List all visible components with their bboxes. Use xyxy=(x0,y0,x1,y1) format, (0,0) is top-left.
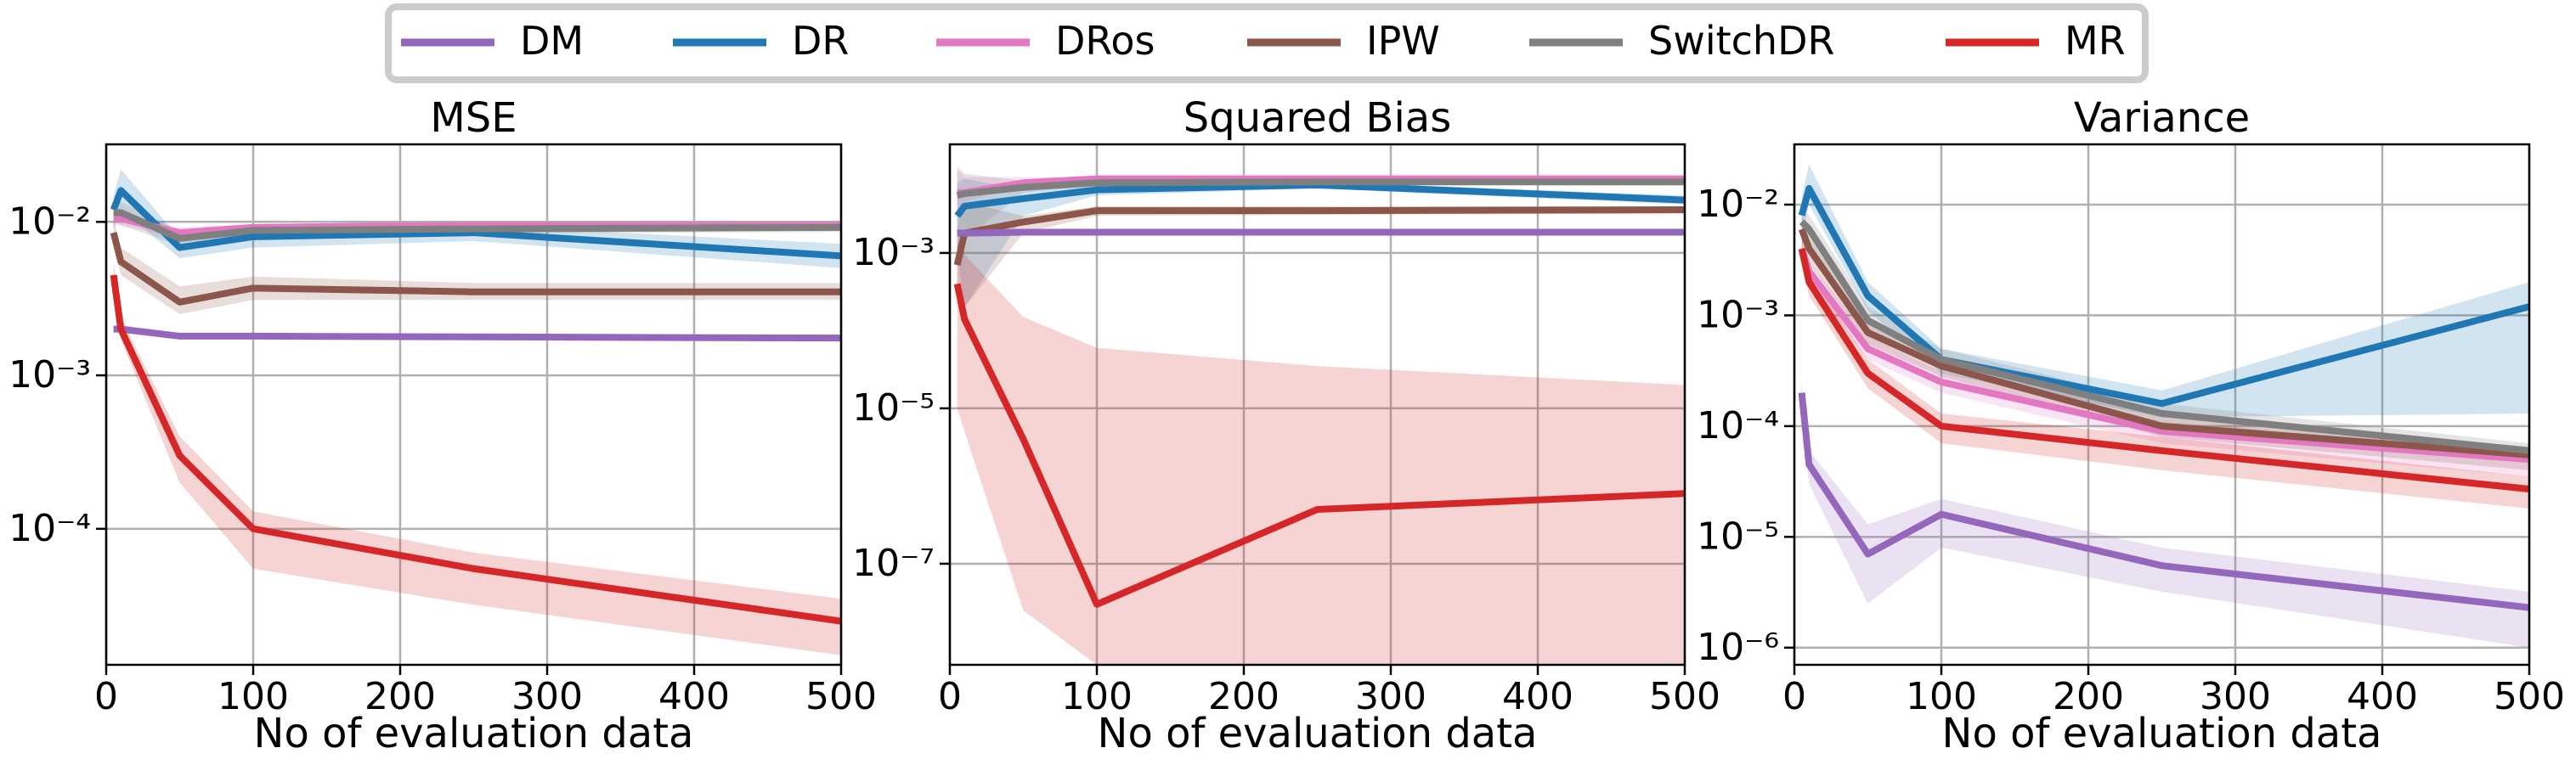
x-tick-label: 100 xyxy=(1906,675,1977,718)
plot-frame xyxy=(1793,143,2531,667)
series-line-mr xyxy=(953,283,1685,608)
x-tick-label: 300 xyxy=(511,675,583,718)
y-tick-label: 10⁻⁴ xyxy=(8,507,91,550)
panel-variance: 0 100 200 300 400 500 10⁻² 10⁻³ 10⁻⁴ 10⁻⁵ 10⁻⁶ Vari… xyxy=(1697,94,2565,757)
legend-label-dm: DM xyxy=(520,18,584,64)
x-axis-label: No of evaluation data xyxy=(1942,710,2382,757)
y-tick-label: 10⁻⁴ xyxy=(1697,404,1779,447)
band-mr xyxy=(957,244,1685,665)
series-line-ipw xyxy=(1798,228,2529,458)
x-axis: 0 100 200 300 400 500 xyxy=(94,665,877,718)
panel-title: MSE xyxy=(430,94,517,142)
series-line-dr xyxy=(954,181,1685,218)
legend-item-dros: DRos xyxy=(936,18,1155,64)
y-tick-label: 10⁻⁷ xyxy=(852,542,935,585)
x-tick-label: 100 xyxy=(217,675,289,718)
confidence-bands xyxy=(957,166,1685,665)
series-lines xyxy=(953,175,1685,608)
series-line-ipw xyxy=(953,206,1685,266)
legend-item-dm: DM xyxy=(401,18,584,64)
y-tick-label: 10⁻³ xyxy=(852,231,935,274)
x-tick-label: 300 xyxy=(1355,675,1426,718)
legend-item-ipw: IPW xyxy=(1247,18,1440,64)
x-axis: 0 100 200 300 400 500 xyxy=(938,665,1720,718)
panel-title: Squared Bias xyxy=(1183,94,1451,142)
x-tick-label: 0 xyxy=(1782,675,1806,718)
legend-item-dr: DR xyxy=(673,18,849,64)
x-tick-label: 100 xyxy=(1061,675,1133,718)
panel-squared-bias: 0 100 200 300 400 500 10⁻³ 10⁻⁵ 10⁻⁷ Squared Bias… xyxy=(852,94,1720,757)
x-axis-label: No of evaluation data xyxy=(254,710,694,757)
series-line-switchdr xyxy=(1799,219,2529,454)
x-tick-label: 200 xyxy=(1208,675,1280,718)
y-axis: 10⁻² 10⁻³ 10⁻⁴ xyxy=(8,200,106,550)
series-line-dm xyxy=(1798,392,2529,611)
panel-mse: 0 100 200 300 400 500 10⁻² 10⁻³ 10⁻⁴ MSE No of eva… xyxy=(8,94,877,757)
y-tick-label: 10⁻² xyxy=(8,200,91,243)
series-line-dr xyxy=(110,187,841,260)
series-line-mr xyxy=(1798,248,2529,493)
band-mr xyxy=(1801,238,2529,509)
plot-frame xyxy=(948,143,1686,667)
x-tick-label: 500 xyxy=(805,675,877,718)
x-tick-label: 500 xyxy=(1649,675,1720,718)
x-axis-label: No of evaluation data xyxy=(1098,710,1538,757)
band-dr xyxy=(957,178,1685,307)
series-line-dr xyxy=(1798,184,2529,408)
series-line-dm xyxy=(113,325,841,342)
band-switchdr xyxy=(1801,209,2529,460)
y-tick-label: 10⁻² xyxy=(1697,183,1779,226)
x-axis: 0 100 200 300 400 500 xyxy=(1782,665,2565,718)
x-tick-label: 200 xyxy=(2053,675,2124,718)
band-dr xyxy=(1801,164,2529,418)
legend: DM DR DRos IPW SwitchDR MR xyxy=(385,3,2149,83)
band-dm xyxy=(1801,381,2529,648)
x-tick-label: 0 xyxy=(938,675,962,718)
x-tick-label: 400 xyxy=(658,675,730,718)
x-tick-label: 400 xyxy=(2347,675,2418,718)
y-axis: 10⁻² 10⁻³ 10⁻⁴ 10⁻⁵ 10⁻⁶ xyxy=(1697,183,1794,669)
panel-title: Variance xyxy=(2074,94,2250,142)
y-tick-label: 10⁻³ xyxy=(1697,293,1779,336)
y-tick-label: 10⁻³ xyxy=(8,353,91,397)
series-lines xyxy=(1798,184,2529,611)
x-tick-label: 0 xyxy=(94,675,118,718)
band-mr xyxy=(113,262,841,655)
x-tick-label: 400 xyxy=(1502,675,1573,718)
series-line-switchdr xyxy=(113,209,841,242)
series-line-ipw xyxy=(110,232,841,306)
legend-label-dr: DR xyxy=(792,18,849,64)
x-tick-label: 300 xyxy=(2200,675,2271,718)
series-line-mr xyxy=(110,274,841,625)
y-tick-label: 10⁻⁵ xyxy=(852,386,935,430)
legend-item-mr: MR xyxy=(1946,18,2126,64)
legend-label-mr: MR xyxy=(2065,18,2126,64)
x-tick-label: 500 xyxy=(2494,675,2565,718)
y-tick-label: 10⁻⁶ xyxy=(1697,626,1779,669)
legend-label-dros: DRos xyxy=(1055,18,1155,64)
y-axis: 10⁻³ 10⁻⁵ 10⁻⁷ xyxy=(852,231,950,585)
legend-item-switchdr: SwitchDR xyxy=(1529,18,1834,64)
series-line-dm xyxy=(957,228,1685,237)
legend-label-switchdr: SwitchDR xyxy=(1648,18,1834,64)
band-dr xyxy=(113,169,841,268)
x-tick-label: 200 xyxy=(364,675,436,718)
plot-frame xyxy=(105,143,843,667)
series-line-switchdr xyxy=(956,178,1685,200)
series-lines xyxy=(110,187,841,625)
legend-label-ipw: IPW xyxy=(1366,18,1440,64)
y-tick-label: 10⁻⁵ xyxy=(1697,515,1779,558)
